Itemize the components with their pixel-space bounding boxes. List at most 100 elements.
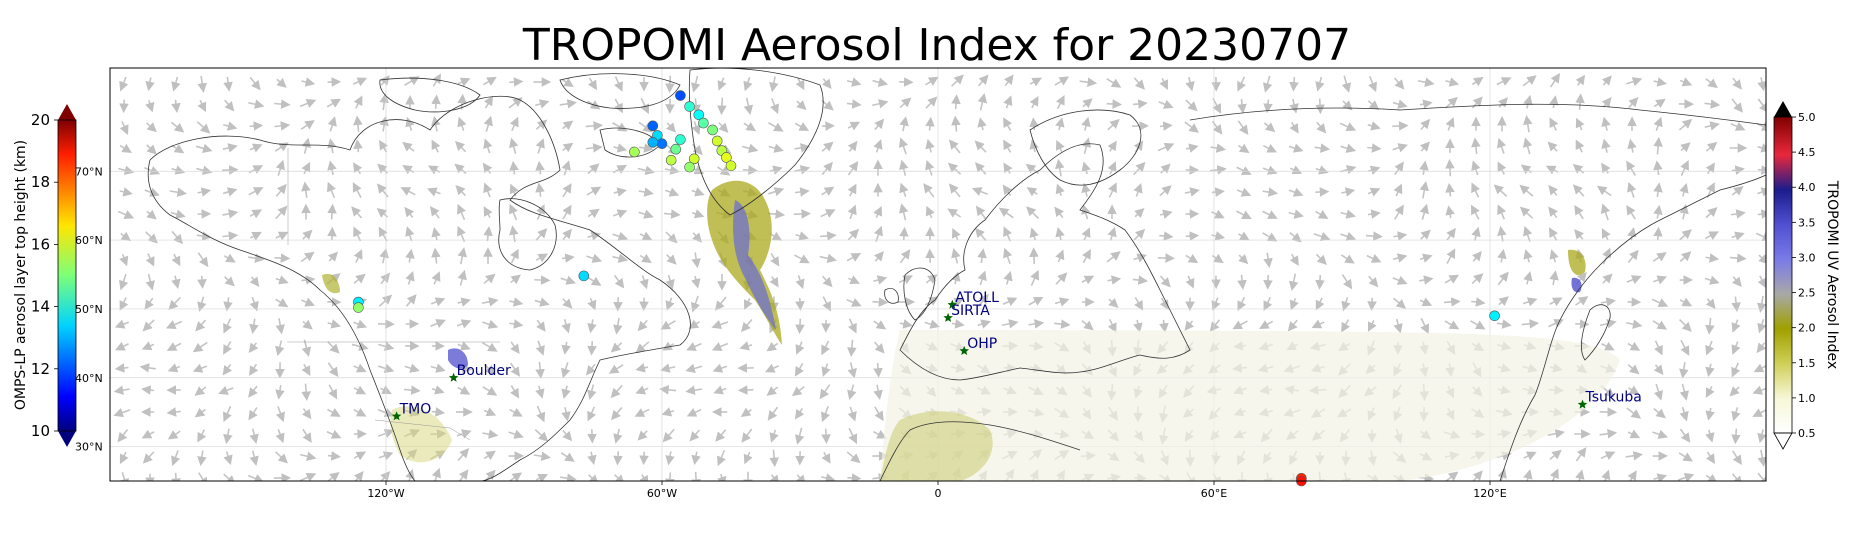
wind-arrow — [353, 319, 368, 329]
wind-arrow — [1705, 429, 1715, 443]
x-tick-label: 120°E — [1473, 487, 1506, 500]
wind-arrow — [1496, 319, 1512, 329]
wind-arrow — [1574, 229, 1584, 240]
wind-arrow — [170, 121, 185, 133]
wind-arrow — [690, 295, 701, 313]
wind-arrow — [846, 252, 862, 262]
wind-arrow — [1392, 275, 1408, 285]
wind-arrow — [977, 93, 988, 111]
wind-arrow — [1652, 252, 1667, 262]
wind-arrow — [1471, 297, 1486, 307]
wind-arrow — [1705, 473, 1718, 481]
wind-arrow — [559, 473, 577, 481]
omps-point — [629, 146, 640, 158]
wind-arrow — [1339, 122, 1357, 132]
wind-arrow — [1653, 204, 1663, 219]
wind-arrow — [1680, 142, 1691, 153]
wind-arrow — [249, 318, 259, 335]
wind-arrow — [509, 297, 524, 307]
wind-arrow — [1626, 319, 1643, 329]
wind-arrow — [483, 138, 493, 154]
wind-arrow — [1523, 249, 1533, 263]
wind-arrow — [848, 275, 860, 285]
wind-arrow — [613, 143, 628, 153]
right-colorbar-tick-label: 2.5 — [1798, 287, 1816, 300]
wind-arrow — [1653, 383, 1664, 401]
wind-arrow — [405, 226, 415, 242]
wind-arrow — [431, 407, 446, 417]
wind-arrow — [1470, 320, 1486, 330]
wind-arrow — [1496, 77, 1512, 86]
wind-arrow — [794, 165, 811, 175]
wind-arrow — [1628, 385, 1640, 395]
wind-arrow — [536, 405, 546, 423]
wind-arrow — [1627, 429, 1641, 439]
wind-arrow — [1599, 429, 1618, 439]
wind-arrow — [847, 183, 857, 197]
wind-arrow — [925, 205, 935, 219]
right-colorbar-outline — [1773, 116, 1793, 434]
wind-arrow — [222, 209, 239, 219]
wind-arrow — [640, 97, 650, 115]
wind-arrow — [534, 297, 550, 307]
wind-arrow — [665, 451, 675, 466]
wind-arrow — [742, 165, 758, 175]
wind-arrow — [1520, 164, 1532, 175]
wind-arrow — [712, 363, 728, 373]
wind-arrow — [562, 228, 572, 241]
wind-arrow — [301, 181, 311, 198]
wind-arrow — [1185, 143, 1199, 153]
site-label: SIRTA — [951, 303, 990, 319]
wind-arrow — [1497, 137, 1507, 154]
wind-arrow — [275, 429, 285, 444]
wind-arrow — [431, 467, 441, 481]
wind-arrow — [119, 121, 129, 135]
wind-arrow — [1159, 121, 1173, 131]
wind-arrow — [820, 231, 837, 241]
wind-arrow — [1522, 297, 1538, 307]
wind-arrow — [119, 471, 129, 481]
wind-arrow — [847, 406, 857, 422]
country-borders — [287, 148, 500, 441]
wind-arrow — [925, 138, 935, 153]
coastline-uk — [884, 267, 936, 321]
wind-arrow — [872, 77, 889, 87]
wind-arrow — [1497, 204, 1507, 220]
wind-arrow — [1237, 76, 1246, 92]
wind-arrow — [1757, 275, 1766, 289]
wind-arrow — [847, 362, 857, 379]
wind-arrow — [166, 407, 181, 417]
wind-arrow — [1025, 163, 1039, 174]
wind-arrow — [379, 139, 389, 153]
wind-arrow — [197, 187, 212, 197]
wind-arrow — [666, 122, 677, 133]
wind-arrow — [1420, 229, 1431, 240]
wind-arrow — [1679, 203, 1689, 220]
wind-arrow — [821, 78, 832, 90]
wind-arrow — [1134, 207, 1145, 219]
wind-arrow — [637, 430, 648, 441]
right-colorbar-tick-label: 5.0 — [1798, 111, 1816, 124]
wind-arrow — [141, 341, 155, 351]
wind-arrow — [1107, 318, 1117, 334]
wind-arrow — [197, 429, 207, 443]
wind-arrow — [1575, 447, 1587, 462]
wind-arrow — [1627, 249, 1639, 264]
wind-arrow — [1705, 141, 1718, 152]
wind-arrow — [300, 251, 315, 263]
wind-arrow — [248, 407, 258, 421]
wind-arrow — [223, 76, 233, 92]
coastline-europe — [899, 143, 1191, 381]
wind-arrow — [432, 73, 442, 87]
wind-arrow — [613, 318, 623, 335]
wind-arrow — [535, 228, 548, 241]
wind-arrow — [353, 95, 363, 109]
x-tick-label: 0 — [935, 487, 942, 500]
omps-point — [698, 117, 709, 129]
left-colorbar: 10 12 14 16 18 20 OMPS-LP aerosol layer top h… — [13, 104, 77, 447]
wind-arrow — [351, 206, 363, 219]
wind-arrow — [612, 164, 627, 174]
wind-arrow — [612, 209, 628, 219]
wind-arrow — [873, 362, 883, 378]
wind-arrow — [1081, 204, 1091, 220]
